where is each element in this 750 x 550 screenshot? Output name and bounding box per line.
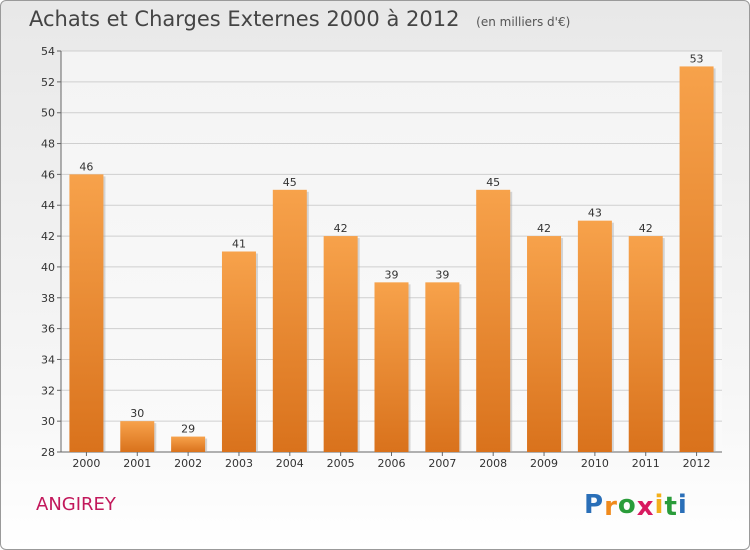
y-tick-label: 48 — [41, 138, 55, 151]
y-tick-label: 34 — [41, 353, 55, 366]
data-label: 42 — [537, 222, 551, 235]
data-label: 42 — [639, 222, 653, 235]
y-tick-label: 32 — [41, 384, 55, 397]
x-tick-label: 2003 — [225, 457, 253, 470]
x-tick-label: 2005 — [327, 457, 355, 470]
x-tick-label: 2007 — [428, 457, 456, 470]
bar — [171, 436, 206, 452]
y-tick-label: 38 — [41, 292, 55, 305]
y-tick-label: 42 — [41, 230, 55, 243]
proxiti-logo: Proxiti — [584, 490, 688, 522]
logo-letter: r — [604, 492, 618, 522]
y-tick-label: 46 — [41, 168, 55, 181]
bar — [374, 282, 409, 452]
logo-letter: i — [677, 490, 688, 520]
data-label: 46 — [79, 160, 93, 173]
data-label: 39 — [435, 268, 449, 281]
x-tick-label: 2006 — [378, 457, 406, 470]
bar — [425, 282, 460, 452]
y-tick-label: 52 — [41, 76, 55, 89]
logo-letter: o — [617, 490, 637, 520]
x-tick-label: 2009 — [530, 457, 558, 470]
x-tick-label: 2010 — [581, 457, 609, 470]
data-label: 42 — [334, 222, 348, 235]
x-tick-label: 2001 — [123, 457, 151, 470]
chart-title: Achats et Charges Externes 2000 à 2012 (… — [29, 7, 570, 31]
logo-letter: t — [664, 492, 678, 522]
data-label: 30 — [130, 407, 144, 420]
bar — [272, 189, 307, 453]
bar — [120, 421, 155, 452]
chart-title-text: Achats et Charges Externes 2000 à 2012 — [29, 7, 460, 31]
bar — [476, 189, 511, 453]
data-label: 43 — [588, 207, 602, 220]
x-tick-label: 2000 — [72, 457, 100, 470]
logo-letter: x — [636, 492, 655, 522]
bar — [577, 220, 612, 452]
chart-subtitle: (en milliers d'€) — [476, 15, 571, 29]
y-tick-label: 50 — [41, 107, 55, 120]
y-tick-label: 28 — [41, 446, 55, 459]
logo-letter: i — [654, 490, 665, 520]
data-label: 39 — [385, 268, 399, 281]
data-label: 53 — [690, 52, 704, 65]
y-tick-label: 30 — [41, 415, 55, 428]
y-tick-label: 54 — [41, 45, 55, 58]
y-tick-label: 44 — [41, 199, 55, 212]
bar — [628, 236, 663, 452]
data-label: 29 — [181, 423, 195, 436]
bar — [323, 236, 358, 452]
data-label: 41 — [232, 238, 246, 251]
y-tick-label: 40 — [41, 261, 55, 274]
x-tick-label: 2008 — [479, 457, 507, 470]
y-tick-label: 36 — [41, 323, 55, 336]
data-label: 45 — [283, 176, 297, 189]
city-name: ANGIREY — [36, 494, 116, 515]
x-tick-label: 2012 — [683, 457, 711, 470]
data-label: 45 — [486, 176, 500, 189]
logo-letter: P — [584, 490, 605, 520]
bar — [221, 251, 256, 452]
x-tick-label: 2002 — [174, 457, 202, 470]
bar — [69, 174, 104, 452]
x-tick-label: 2011 — [632, 457, 660, 470]
x-tick-label: 2004 — [276, 457, 304, 470]
bar — [527, 236, 562, 452]
bar — [679, 66, 714, 452]
